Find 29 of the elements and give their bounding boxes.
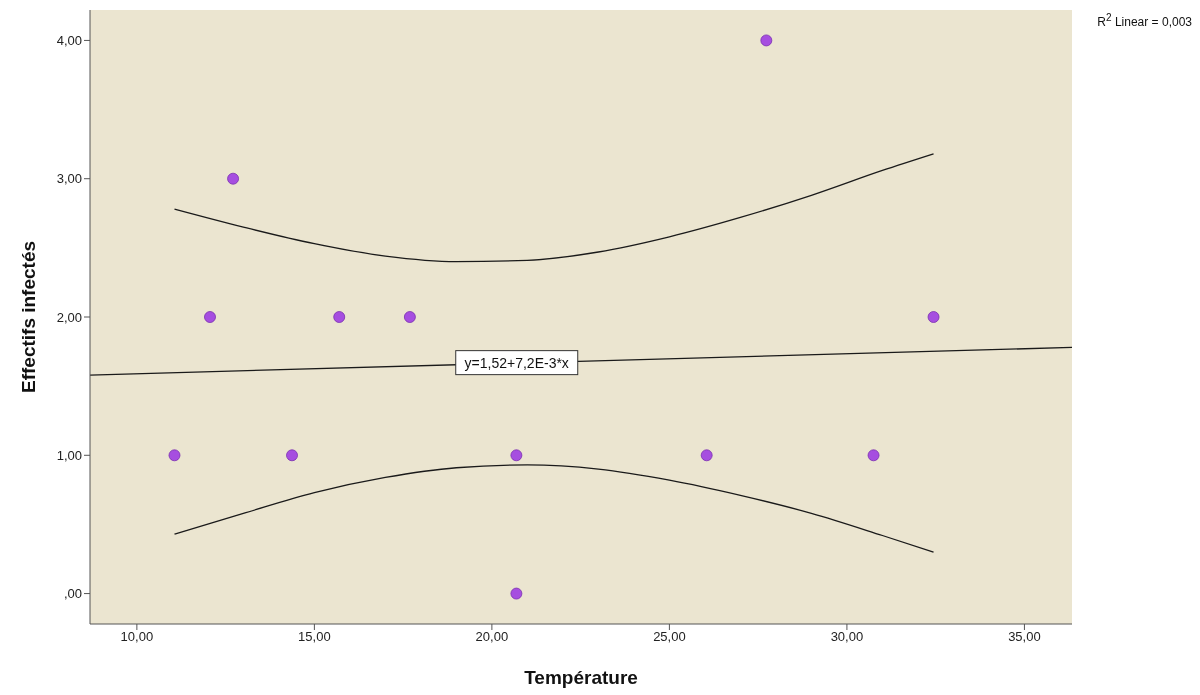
point <box>700 449 713 462</box>
y-tick-label: 2,00 <box>56 309 82 325</box>
x-tick-label: 15,00 <box>298 629 331 645</box>
line-series <box>173 464 935 553</box>
y-tick-label: 1,00 <box>56 447 82 463</box>
point <box>204 311 216 323</box>
annotation: y=1,52+7,2E-3*x <box>464 354 569 371</box>
point <box>286 449 298 462</box>
line-series <box>173 153 935 263</box>
point <box>227 172 239 185</box>
point <box>510 449 523 462</box>
x-tick-label: 10,00 <box>120 629 154 645</box>
x-tick-label: 25,00 <box>653 629 686 645</box>
point <box>168 449 181 462</box>
point <box>403 311 416 323</box>
y-axis-title: Effectifs infectés <box>17 240 39 394</box>
y-tick-label: ,00 <box>63 586 82 602</box>
x-tick-label: 30,00 <box>830 629 864 645</box>
point <box>927 311 940 323</box>
x-axis-title: Température <box>524 667 638 688</box>
point <box>510 587 523 600</box>
text: R$^{2}$ Linear = 0,003 <box>1097 12 1192 29</box>
y-tick-label: 3,00 <box>56 171 82 187</box>
point <box>760 34 773 47</box>
x-tick-label: 20,00 <box>475 629 509 645</box>
point <box>333 311 346 323</box>
x-tick-label: 35,00 <box>1008 629 1041 645</box>
point <box>867 449 880 462</box>
y-tick-label: 4,00 <box>56 33 82 49</box>
